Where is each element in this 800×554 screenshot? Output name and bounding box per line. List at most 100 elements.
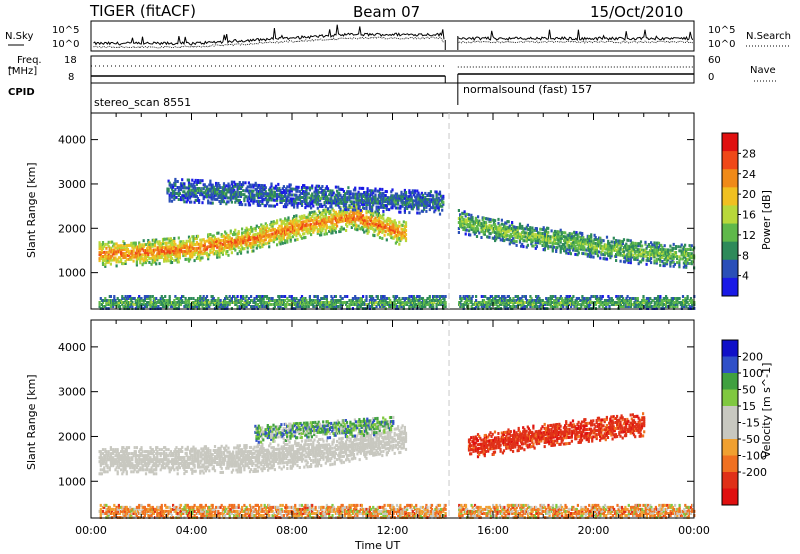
- echo-cell: [357, 190, 360, 194]
- echo-cell: [142, 245, 145, 249]
- echo-cell: [375, 295, 378, 298]
- echo-cell: [341, 195, 344, 199]
- echo-cell: [289, 237, 292, 241]
- echo-cell: [251, 237, 254, 241]
- echo-cell: [527, 228, 531, 231]
- echo-cell: [673, 262, 676, 266]
- echo-cell: [279, 190, 282, 194]
- echo-cell: [191, 301, 194, 304]
- echo-cell: [627, 250, 630, 254]
- echo-cell: [495, 227, 498, 231]
- echo-cell: [250, 191, 253, 195]
- echo-cell: [314, 186, 317, 190]
- echo-cell: [224, 236, 227, 240]
- echo-cell: [229, 196, 232, 200]
- echo-cell: [329, 225, 332, 229]
- echo-cell: [385, 208, 388, 211]
- echo-cell: [276, 301, 279, 304]
- echo-cell: [315, 220, 318, 224]
- echo-cell: [346, 224, 349, 228]
- echo-cell: [150, 242, 153, 246]
- echo-cell: [296, 189, 299, 193]
- echo-cell: [271, 234, 274, 238]
- echo-cell: [505, 235, 508, 239]
- echo-cell: [190, 194, 193, 198]
- echo-cell: [529, 238, 532, 242]
- echo-cell: [315, 198, 318, 202]
- echo-cell: [681, 257, 684, 261]
- echo-cell: [108, 258, 111, 262]
- echo-cell: [123, 244, 126, 248]
- echo-cell: [617, 239, 620, 243]
- echo-cell: [193, 180, 196, 184]
- echo-cell: [225, 252, 228, 256]
- echo-cell: [135, 255, 138, 259]
- echo-cell: [331, 189, 334, 193]
- echo-cell: [229, 241, 232, 245]
- echo-cell: [369, 217, 373, 220]
- echo-cell: [113, 244, 116, 248]
- echo-cell: [621, 240, 624, 244]
- echo-cell: [182, 194, 185, 198]
- echo-cell: [552, 235, 555, 239]
- echo-cell: [404, 225, 408, 229]
- echo-cell: [116, 248, 119, 252]
- echo-cell: [483, 226, 486, 230]
- echo-cell: [391, 200, 394, 204]
- echo-cell: [215, 238, 218, 241]
- echo-cell: [221, 186, 224, 190]
- echo-cell: [225, 240, 228, 244]
- echo-cell: [568, 232, 571, 236]
- echo-cell: [234, 190, 237, 194]
- echo-cell: [290, 225, 293, 229]
- echo-cell: [404, 191, 408, 194]
- echo-cell: [383, 233, 386, 237]
- echo-cell: [612, 236, 615, 240]
- echo-cell: [261, 227, 264, 231]
- echo-cell: [670, 260, 673, 264]
- echo-cell: [538, 237, 541, 241]
- echo-cell: [382, 203, 385, 207]
- echo-cell: [320, 221, 323, 225]
- echo-cell: [472, 226, 475, 230]
- echo-cell: [241, 227, 244, 231]
- echo-cell: [273, 305, 276, 308]
- echo-cell: [508, 236, 511, 240]
- echo-cell: [305, 217, 308, 221]
- echo-cell: [637, 254, 640, 258]
- echo-cell: [465, 212, 468, 216]
- echo-cell: [404, 223, 408, 227]
- echo-cell: [228, 295, 231, 298]
- echo-cell: [549, 235, 552, 239]
- echo-cell: [408, 195, 411, 199]
- echo-cell: [629, 261, 632, 265]
- echo-cell: [577, 241, 580, 245]
- echo-cell: [268, 194, 271, 198]
- echo-cell: [212, 189, 215, 193]
- echo-cell: [196, 196, 200, 200]
- echo-cell: [330, 195, 333, 199]
- echo-cell: [125, 253, 128, 257]
- echo-cell: [323, 305, 326, 308]
- echo-cell: [408, 211, 411, 215]
- echo-cell: [690, 244, 693, 248]
- echo-cell: [334, 303, 337, 306]
- echo-cell: [99, 257, 102, 261]
- echo-cell: [307, 192, 310, 196]
- echo-cell: [248, 238, 252, 242]
- echo-cell: [585, 248, 588, 252]
- echo-cell: [286, 185, 289, 189]
- echo-cell: [245, 244, 248, 248]
- echo-cell: [653, 251, 656, 255]
- echo-cell: [325, 220, 328, 224]
- echo-cell: [287, 218, 290, 222]
- echo-cell: [483, 232, 486, 236]
- echo-cell: [104, 256, 107, 260]
- echo-cell: [159, 297, 162, 300]
- echo-cell: [288, 234, 291, 237]
- echo-cell: [375, 301, 378, 304]
- echo-cell: [229, 198, 232, 202]
- echo-cell: [397, 234, 400, 238]
- echo-cell: [177, 256, 180, 260]
- echo-cell: [139, 303, 142, 306]
